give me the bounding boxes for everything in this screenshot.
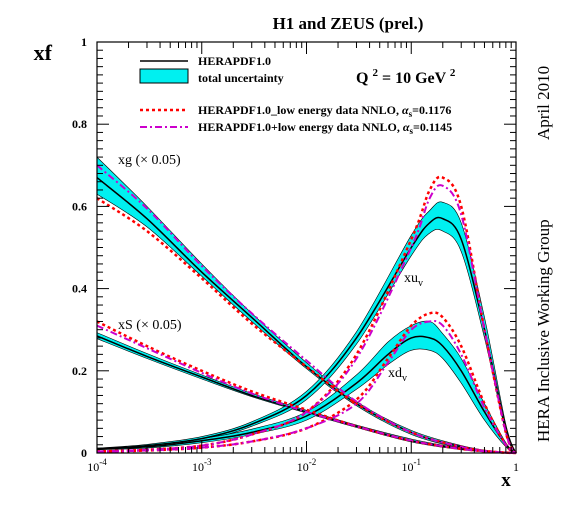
nnlo-plus-line-2 <box>96 184 517 454</box>
plot-area <box>96 156 518 455</box>
nnlo-plus-line-3 <box>96 320 517 454</box>
y-axis-label: xf <box>34 40 53 65</box>
q2-prefix: Q <box>356 70 368 87</box>
legend-text-nnlo-low: HERAPDF1.0_low energy data NNLO, <box>198 103 402 117</box>
nnlo-low-line-1 <box>96 320 517 455</box>
legend-label-band: total uncertainty <box>198 71 284 85</box>
nnlo-low-line-0 <box>96 197 517 455</box>
y-tick-label: 0 <box>81 446 87 460</box>
x-tick-label: 10-2 <box>297 457 317 474</box>
legend: HERAPDF1.0 total uncertainty HERAPDF1.0_… <box>139 54 452 136</box>
legend-value-nnlo-plus: =0.1145 <box>413 120 452 134</box>
curve-label-xg: xg (× 0.05) <box>118 153 181 168</box>
legend-swatch-band <box>139 68 189 84</box>
side-label-right: HERA Inclusive Working Group <box>534 219 553 442</box>
chart-title: H1 and ZEUS (prel.) <box>273 14 424 33</box>
curve-label-xuv-sub: v <box>418 278 423 289</box>
y-tick-label: 0.4 <box>72 282 87 296</box>
legend-label-nnlo-plus: HERAPDF1.0+low energy data NNLO, αs=0.11… <box>198 120 452 136</box>
y-tick-label: 0.6 <box>72 199 87 213</box>
nnlo-low-line-2 <box>96 175 518 454</box>
y-tick-label: 0.2 <box>72 364 87 378</box>
legend-sub-nnlo-low: s <box>409 109 413 119</box>
curve-label-xdv-sub: v <box>402 373 407 384</box>
axes: 10-4 10-3 10-2 10-1 1 0 0.2 0.4 0.6 0.8 1 <box>72 35 519 474</box>
side-label-top: April 2010 <box>534 66 553 140</box>
legend-label-nnlo-low: HERAPDF1.0_low energy data NNLO, αs=0.11… <box>198 103 451 119</box>
x-tick-label: 10-3 <box>192 457 212 474</box>
x-tick-label: 10-4 <box>87 457 107 474</box>
x-axis-label: x <box>501 470 511 491</box>
curve-label-xuv-main: xu <box>404 271 418 286</box>
legend-text-nnlo-plus: HERAPDF1.0+low energy data NNLO, <box>198 120 403 134</box>
x-tick-label: 10-1 <box>402 457 422 474</box>
x-tick-label: 1 <box>513 460 519 474</box>
curve-label-xuv: xuv <box>404 271 423 289</box>
curve-label-xs: xS (× 0.05) <box>118 318 182 333</box>
legend-sub-nnlo-plus: s <box>409 126 413 136</box>
q2-mid: = 10 GeV <box>382 70 447 87</box>
q2-label: Q 2 = 10 GeV 2 <box>356 63 456 87</box>
curve-label-xdv-main: xd <box>388 366 402 381</box>
legend-label-central: HERAPDF1.0 <box>198 54 271 68</box>
legend-alpha-nnlo-low: α <box>402 103 409 117</box>
central-line-2 <box>96 216 517 454</box>
y-tick-label: 1 <box>81 35 87 49</box>
curve-label-xdv: xdv <box>388 366 407 384</box>
q2-sup: 2 <box>372 67 378 79</box>
legend-value-nnlo-low: =0.1176 <box>412 103 451 117</box>
q2-sup2: 2 <box>450 67 456 79</box>
y-tick-label: 0.8 <box>72 117 87 131</box>
legend-alpha-nnlo-plus: α <box>403 120 410 134</box>
